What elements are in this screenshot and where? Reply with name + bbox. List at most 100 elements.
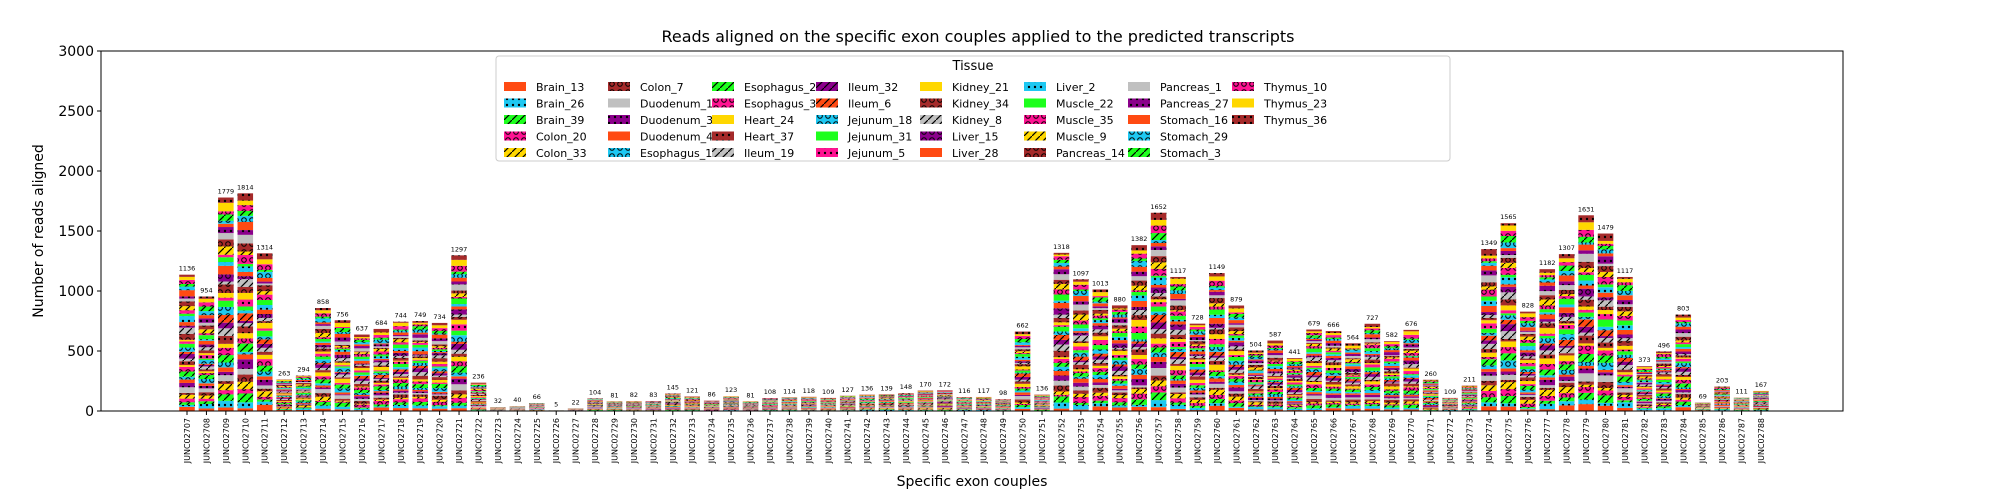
bar-segment [1500, 248, 1517, 251]
bar-segment-hatch [1189, 366, 1206, 370]
bar-segment-hatch [781, 400, 798, 401]
bar-segment-hatch [1481, 340, 1497, 344]
bar-segment [354, 360, 370, 364]
bar-segment-hatch [1558, 369, 1575, 375]
bar-segment-hatch [1520, 317, 1536, 321]
bar-segment-hatch [276, 398, 292, 400]
bar-segment-hatch [1461, 399, 1478, 401]
bar-segment [1364, 353, 1381, 356]
bar-segment [451, 319, 467, 325]
bar-segment-hatch [1306, 387, 1322, 391]
bar-segment-hatch [354, 334, 370, 337]
bar-segment-hatch [1520, 333, 1536, 337]
bar-segment-hatch [1092, 289, 1109, 293]
bar-segment-hatch [373, 399, 390, 401]
bar-segment-hatch [1597, 243, 1614, 246]
bar-segment-hatch [684, 409, 701, 411]
bar-segment-hatch [198, 302, 215, 307]
bar-segment-hatch [839, 402, 856, 404]
bar-segment-hatch [1131, 379, 1147, 386]
bar-segment-hatch [1539, 395, 1556, 401]
bar-segment-hatch [917, 392, 934, 394]
data-label: 582 [1386, 331, 1398, 339]
data-label: 954 [200, 287, 212, 295]
bar-segment-hatch [1306, 405, 1322, 409]
bar-segment-hatch [237, 359, 254, 369]
bar-segment-hatch [1111, 388, 1128, 391]
bar-segment-hatch [315, 396, 331, 401]
bar-segment-hatch [1384, 356, 1400, 358]
bar-segment-hatch [198, 339, 215, 341]
data-label: 263 [278, 369, 290, 377]
bar-segment-hatch [1267, 403, 1283, 405]
bar-segment [1442, 408, 1458, 409]
bar-segment-hatch [451, 293, 467, 297]
bar-segment-hatch [1131, 271, 1147, 277]
bar-segment-hatch [665, 404, 681, 406]
bar-segment-hatch [1500, 324, 1517, 332]
bar-segment [1092, 336, 1109, 340]
data-label: 734 [433, 313, 445, 321]
bar-segment [1403, 368, 1419, 372]
data-label: 1117 [1170, 267, 1187, 275]
bar-segment-hatch [1558, 364, 1575, 370]
bar-segment-hatch [1384, 393, 1400, 396]
bar-segment-hatch [1597, 336, 1614, 338]
bar-segment [995, 402, 1011, 404]
bar-segment-hatch [1073, 320, 1089, 325]
bar-segment [373, 407, 390, 411]
bar-segment-hatch [1578, 250, 1594, 254]
bar-segment [1209, 378, 1225, 382]
bar-segment [1558, 275, 1575, 282]
bar-segment-hatch [1461, 402, 1478, 404]
bar-segment [470, 396, 487, 398]
bar-segment-hatch [1306, 384, 1322, 388]
bar-segment-hatch [898, 402, 914, 404]
bar-segment-hatch [1520, 356, 1536, 359]
bar-segment-hatch [1481, 289, 1497, 297]
bar-segment-hatch [179, 353, 195, 359]
bar-segment-hatch [665, 407, 681, 409]
bar-segment-hatch [1403, 352, 1419, 356]
data-label: 1149 [1209, 263, 1226, 271]
bar-segment [1306, 348, 1322, 353]
bar-segment-hatch [1189, 336, 1206, 340]
bar-segment-hatch [470, 389, 487, 392]
bar-segment [820, 399, 837, 401]
bar-segment-hatch [1150, 240, 1167, 244]
bar-segment-hatch [295, 395, 312, 397]
bar-segment-hatch [1306, 371, 1322, 376]
bar-segment [956, 401, 973, 402]
data-label: 1307 [1558, 244, 1575, 252]
bar-segment-hatch [276, 388, 292, 390]
bar-segment-hatch [1578, 399, 1594, 405]
bar-segment-hatch [431, 388, 448, 392]
bar-segment [975, 398, 992, 400]
bar-segment-hatch [1345, 349, 1361, 351]
bar-segment-hatch [1189, 405, 1206, 408]
bar-segment-hatch [1189, 341, 1206, 345]
bar-segment-hatch [373, 335, 390, 338]
bar-segment [1267, 400, 1283, 402]
bar-segment [315, 325, 331, 329]
bar-segment-hatch [451, 341, 467, 344]
bar-segment-hatch [295, 401, 312, 403]
bar-segment-hatch [1034, 400, 1050, 401]
bar-segment-hatch [1111, 370, 1128, 376]
bar-segment-hatch [1461, 399, 1478, 400]
bar-segment-hatch [470, 403, 487, 405]
bar-segment-hatch [1578, 242, 1594, 245]
bar-segment [392, 389, 409, 391]
bar-segment-hatch [295, 377, 312, 378]
bar-segment [917, 400, 934, 402]
bar-segment-hatch [431, 375, 448, 378]
bar-segment-hatch [1597, 249, 1614, 254]
bar-segment-hatch [917, 396, 934, 398]
bar-JUNC02770: 676 [1403, 320, 1419, 411]
bar-segment-hatch [1578, 309, 1594, 313]
bar-segment [392, 408, 409, 411]
bar-segment [1170, 347, 1186, 349]
bar-segment [412, 408, 428, 411]
bar-segment-hatch [1384, 352, 1400, 356]
